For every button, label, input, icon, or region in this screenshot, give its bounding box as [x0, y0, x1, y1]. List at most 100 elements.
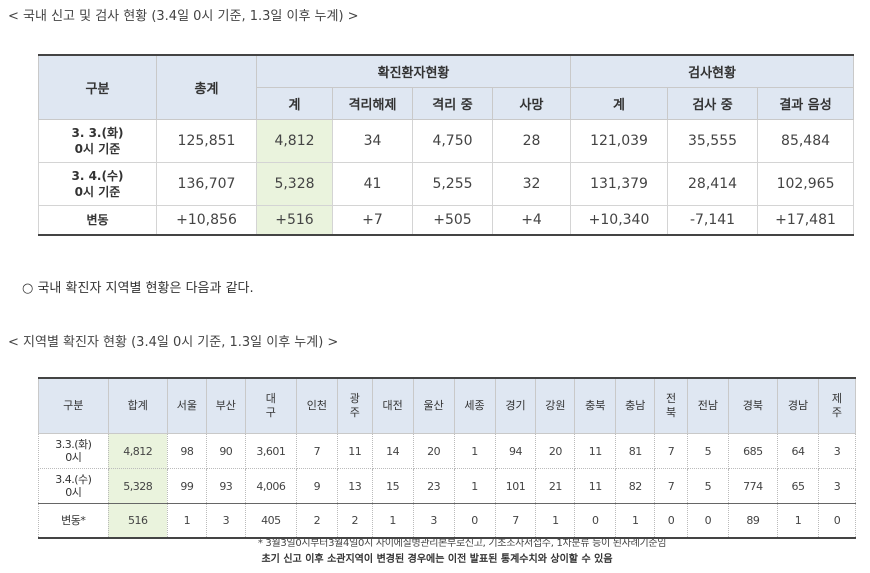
- footnote: * 3월3일0시부터3월4일0시 사이에질병관리본부로신고, 기초조사서접수, …: [257, 538, 667, 549]
- region-header-text: 서울: [176, 399, 198, 412]
- national-status-table: 구분 총계 확진환자현황 검사현황 계 격리해제 격리 중 사망 계 검사 중 …: [38, 54, 855, 236]
- region-header-text: 울산: [423, 399, 444, 412]
- region-header-text: 전: [665, 392, 677, 405]
- cell: 2: [295, 503, 338, 539]
- cell: 1: [453, 433, 496, 469]
- region-header: 경기: [494, 377, 537, 434]
- cell: 85,484: [757, 119, 855, 163]
- cell: 94: [494, 433, 537, 469]
- cell: 90: [205, 433, 246, 469]
- row-label-change: 변동: [38, 205, 157, 236]
- cell: 1: [166, 503, 207, 539]
- cell: 20: [535, 433, 576, 469]
- header-negative: 결과 음성: [757, 87, 855, 120]
- row-label: 변동*: [38, 503, 109, 539]
- cell: 2: [336, 503, 373, 539]
- cell: 3: [412, 503, 455, 539]
- region-header: 인천: [295, 377, 338, 434]
- region-header-text: 광: [349, 392, 360, 405]
- cell: 82: [615, 468, 656, 504]
- cell: 9: [295, 468, 338, 504]
- cell: 5,328: [256, 162, 333, 206]
- cell: 4,750: [412, 119, 493, 163]
- header-test-total: 계: [570, 87, 669, 120]
- cell: +17,481: [757, 205, 855, 236]
- cell: 0: [574, 503, 617, 539]
- table-row: 3.3.(화) 0시 4,812 98 90 3,601 7 11 14 20 1 94 20 11 81 7…: [38, 433, 857, 469]
- cell: 11: [574, 468, 617, 504]
- header-isolated: 격리 중: [412, 87, 493, 120]
- header-confirmed-total: 계: [256, 87, 333, 120]
- row-label-basis: 0시 기준: [74, 142, 121, 156]
- region-header: 전남: [686, 377, 729, 434]
- table-row: 3.4.(수) 0시 5,328 99 93 4,006 9 13 15 23 1 101 21 11 82…: [38, 468, 857, 504]
- region-header-text: 주: [831, 406, 843, 419]
- cell: 5: [686, 468, 729, 504]
- cell: 99: [166, 468, 207, 504]
- cell: +7: [332, 205, 413, 236]
- regional-status-table: 구분 합계 서울 부산 대 구 인천 광 주 대전 울산 세종 경기 강원 충북 충남 전 북 전남 경북 경남 제 주 3…: [38, 377, 857, 539]
- cell: 101: [494, 468, 537, 504]
- cell: 405: [244, 503, 297, 539]
- cell: 13: [336, 468, 373, 504]
- region-header: 구분: [38, 377, 109, 434]
- cell: 4,006: [244, 468, 297, 504]
- cell: 121,039: [570, 119, 669, 163]
- cell: 131,379: [570, 162, 669, 206]
- row-label-basis: 0시 기준: [74, 185, 121, 199]
- region-header-text: 전남: [697, 399, 718, 412]
- cell: 1: [535, 503, 576, 539]
- region-header: 울산: [412, 377, 455, 434]
- cell: 1: [615, 503, 656, 539]
- cell: +10,340: [570, 205, 669, 236]
- cell: 4,812: [107, 433, 168, 469]
- header-gubun: 구분: [38, 54, 157, 120]
- header-test-group: 검사현황: [570, 54, 855, 88]
- cell: 98: [166, 433, 207, 469]
- cell: 685: [727, 433, 778, 469]
- cell: 64: [776, 433, 819, 469]
- cell: 93: [205, 468, 246, 504]
- cell: 89: [727, 503, 778, 539]
- table-row: 3. 4.(수) 0시 기준 136,707 5,328 41 5,255 32 …: [38, 162, 855, 206]
- region-header: 부산: [205, 377, 246, 434]
- table-row: 3. 3.(화) 0시 기준 125,851 4,812 34 4,750 28 …: [38, 119, 855, 163]
- region-header: 경남: [776, 377, 819, 434]
- cell: 1: [371, 503, 414, 539]
- region-header-text: 구: [265, 406, 276, 419]
- cell: 0: [817, 503, 857, 539]
- cell: 5,328: [107, 468, 168, 504]
- row-label-date: 변동*: [61, 514, 86, 527]
- table-row: 변동 +10,856 +516 +7 +505 +4 +10,340 -7,14…: [38, 205, 855, 236]
- cell: 11: [336, 433, 373, 469]
- row-label: 3. 3.(화) 0시 기준: [38, 119, 157, 163]
- footnote-bold: 초기 신고 이후 소관지역이 변경된 경우에는 이전 발표된 통계수치와 상이할…: [261, 554, 613, 565]
- cell: 136,707: [156, 162, 257, 206]
- cell: 125,851: [156, 119, 257, 163]
- cell: 34: [332, 119, 413, 163]
- header-total: 총계: [156, 54, 257, 120]
- region-header: 경북: [727, 377, 778, 434]
- cell: 14: [371, 433, 414, 469]
- cell: 0: [686, 503, 729, 539]
- region-header-text: 대: [265, 392, 276, 405]
- cell: 21: [535, 468, 576, 504]
- table2-title: < 지역별 확진자 현황 (3.4일 0시 기준, 1.3일 이후 누계) >: [8, 335, 339, 350]
- table-row: 변동* 516 1 3 405 2 2 1 3 0 7 1 0 1 0 0 89 1 0: [38, 503, 857, 539]
- region-header: 충남: [615, 377, 656, 434]
- region-header-text: 합계: [127, 399, 148, 412]
- table-header-row: 구분 합계 서울 부산 대 구 인천 광 주 대전 울산 세종 경기 강원 충북 충남 전 북 전남 경북 경남 제 주: [38, 377, 857, 434]
- cell: 3,601: [244, 433, 297, 469]
- region-header-text: 경북: [742, 399, 764, 412]
- cell: 0: [453, 503, 496, 539]
- cell: 3: [817, 433, 857, 469]
- row-label-date: 3. 4.(수): [71, 169, 124, 183]
- cell: +4: [491, 205, 572, 236]
- region-header-text: 부산: [215, 399, 236, 412]
- cell: 28,414: [667, 162, 759, 206]
- cell: 516: [107, 503, 168, 539]
- region-header-text: 구분: [63, 399, 84, 412]
